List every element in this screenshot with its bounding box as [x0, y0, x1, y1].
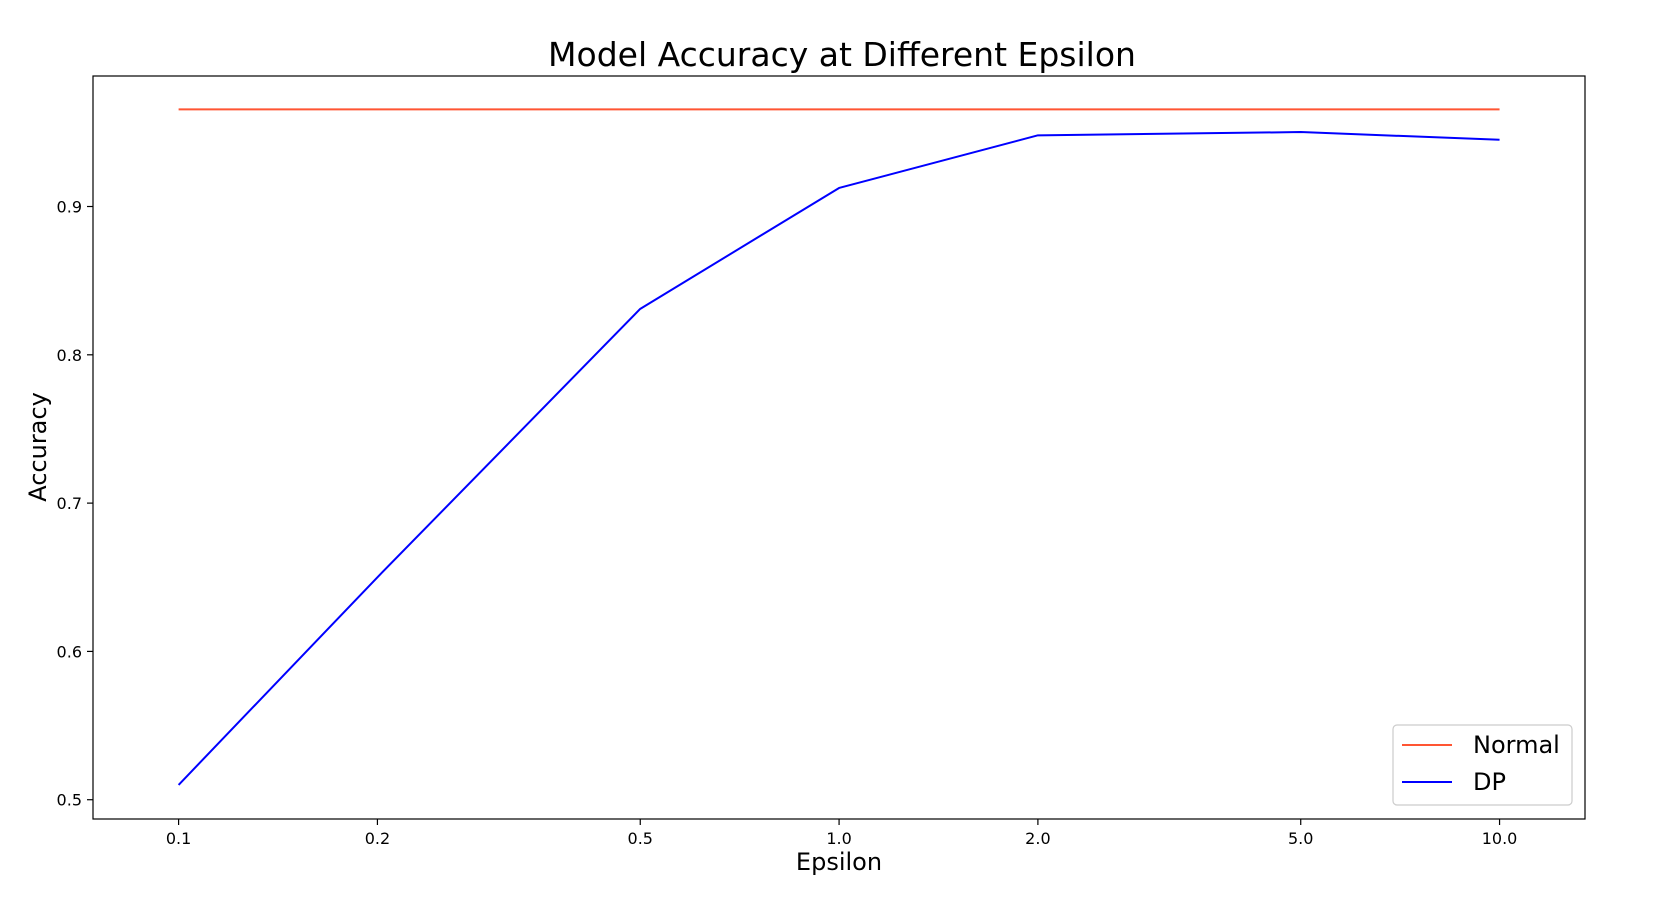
y-axis-label: Accuracy [24, 392, 52, 502]
legend: Normal DP [1392, 724, 1573, 806]
legend-normal-label: Normal [1473, 731, 1560, 759]
series-layer [177, 108, 1500, 786]
x-tick-label: 10.0 [1482, 829, 1518, 848]
x-axis: 0.1 0.2 0.5 1.0 2.0 5.0 10.0 [166, 819, 1517, 848]
x-tick-label: 2.0 [1025, 829, 1050, 848]
x-tick-label: 1.0 [826, 829, 851, 848]
plot-frame [92, 75, 1586, 820]
y-tick-label: 0.6 [57, 642, 82, 661]
y-tick-label: 0.8 [57, 346, 82, 365]
x-axis-label: Epsilon [796, 848, 882, 876]
y-tick-label: 0.7 [57, 494, 82, 513]
y-tick-label: 0.9 [57, 198, 82, 217]
x-tick-label: 5.0 [1288, 829, 1313, 848]
plot-area [92, 75, 1586, 820]
x-tick-label: 0.2 [365, 829, 390, 848]
y-tick-label: 0.5 [57, 791, 82, 810]
series-line-dp [177, 131, 1500, 786]
x-tick-label: 0.5 [628, 829, 653, 848]
y-axis: 0.5 0.6 0.7 0.8 0.9 [57, 198, 93, 810]
chart-title: Model Accuracy at Different Epsilon [548, 35, 1136, 74]
legend-dp-label: DP [1473, 768, 1506, 796]
x-tick-label: 0.1 [166, 829, 191, 848]
